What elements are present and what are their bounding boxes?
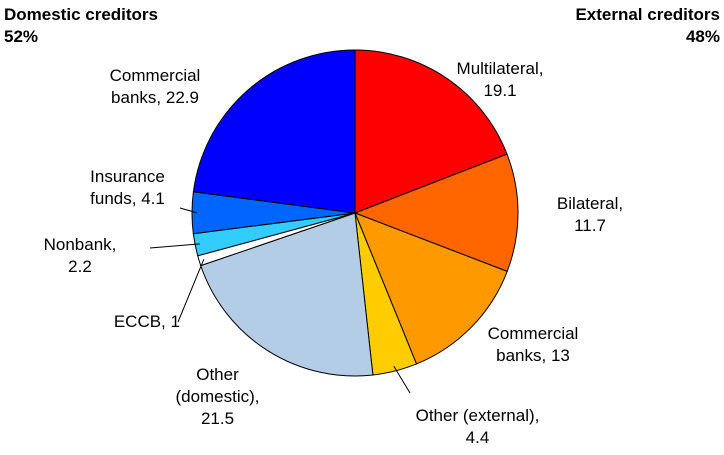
pie-slice	[353, 153, 519, 273]
value-label: 22.9	[165, 88, 199, 107]
slice-label: Nonbank, 2.2	[40, 234, 120, 278]
pie-slice	[200, 212, 374, 377]
slice-label: ECCB, 1	[80, 311, 180, 333]
slice-label: Commercial banks, 13	[478, 323, 588, 367]
pie-slice	[354, 49, 508, 214]
leader-line	[179, 207, 198, 214]
slice-label: Commercial banks, 22.9	[100, 65, 210, 109]
group-share: 48%	[685, 27, 720, 46]
category-label: Bilateral,	[556, 194, 624, 213]
slice-label: Insurance funds, 4.1	[80, 166, 175, 210]
leader-line	[177, 259, 205, 323]
group-title: Domestic creditors	[4, 5, 158, 24]
category-label: Commercial banks,	[487, 324, 579, 365]
value-label: 13	[550, 346, 570, 365]
slice-label: Bilateral, 11.7	[540, 193, 640, 237]
external-header: External creditors 48%	[575, 4, 720, 48]
value-label: 1	[170, 312, 180, 331]
slice-label: Other (external), 4.4	[415, 405, 540, 449]
category-label: Commercial banks,	[109, 66, 201, 107]
pie-slice	[192, 49, 356, 214]
slice-label: Other (domestic), 21.5	[170, 364, 265, 430]
value-label: 4.1	[141, 189, 165, 208]
category-label: Other (external),	[415, 406, 540, 425]
value-label: 11.7	[574, 216, 606, 235]
group-share: 52%	[4, 27, 39, 46]
category-label: Multilateral,	[456, 59, 544, 78]
category-label: Nonbank,	[43, 235, 117, 254]
group-title: External creditors	[575, 5, 720, 24]
slice-label: Multilateral, 19.1	[445, 58, 555, 102]
value-label: 4.4	[465, 428, 490, 447]
category-label: Insurance funds,	[90, 167, 165, 208]
leader-line	[393, 365, 411, 394]
value-label: 19.1	[483, 81, 517, 100]
leader-line	[149, 243, 200, 249]
category-label: ECCB,	[113, 312, 166, 331]
category-label: Other (domestic),	[175, 365, 260, 406]
value-label: 21.5	[200, 409, 235, 428]
pie-slice	[354, 212, 508, 365]
value-label: 2.2	[68, 257, 92, 276]
domestic-header: Domestic creditors 52%	[4, 4, 158, 48]
